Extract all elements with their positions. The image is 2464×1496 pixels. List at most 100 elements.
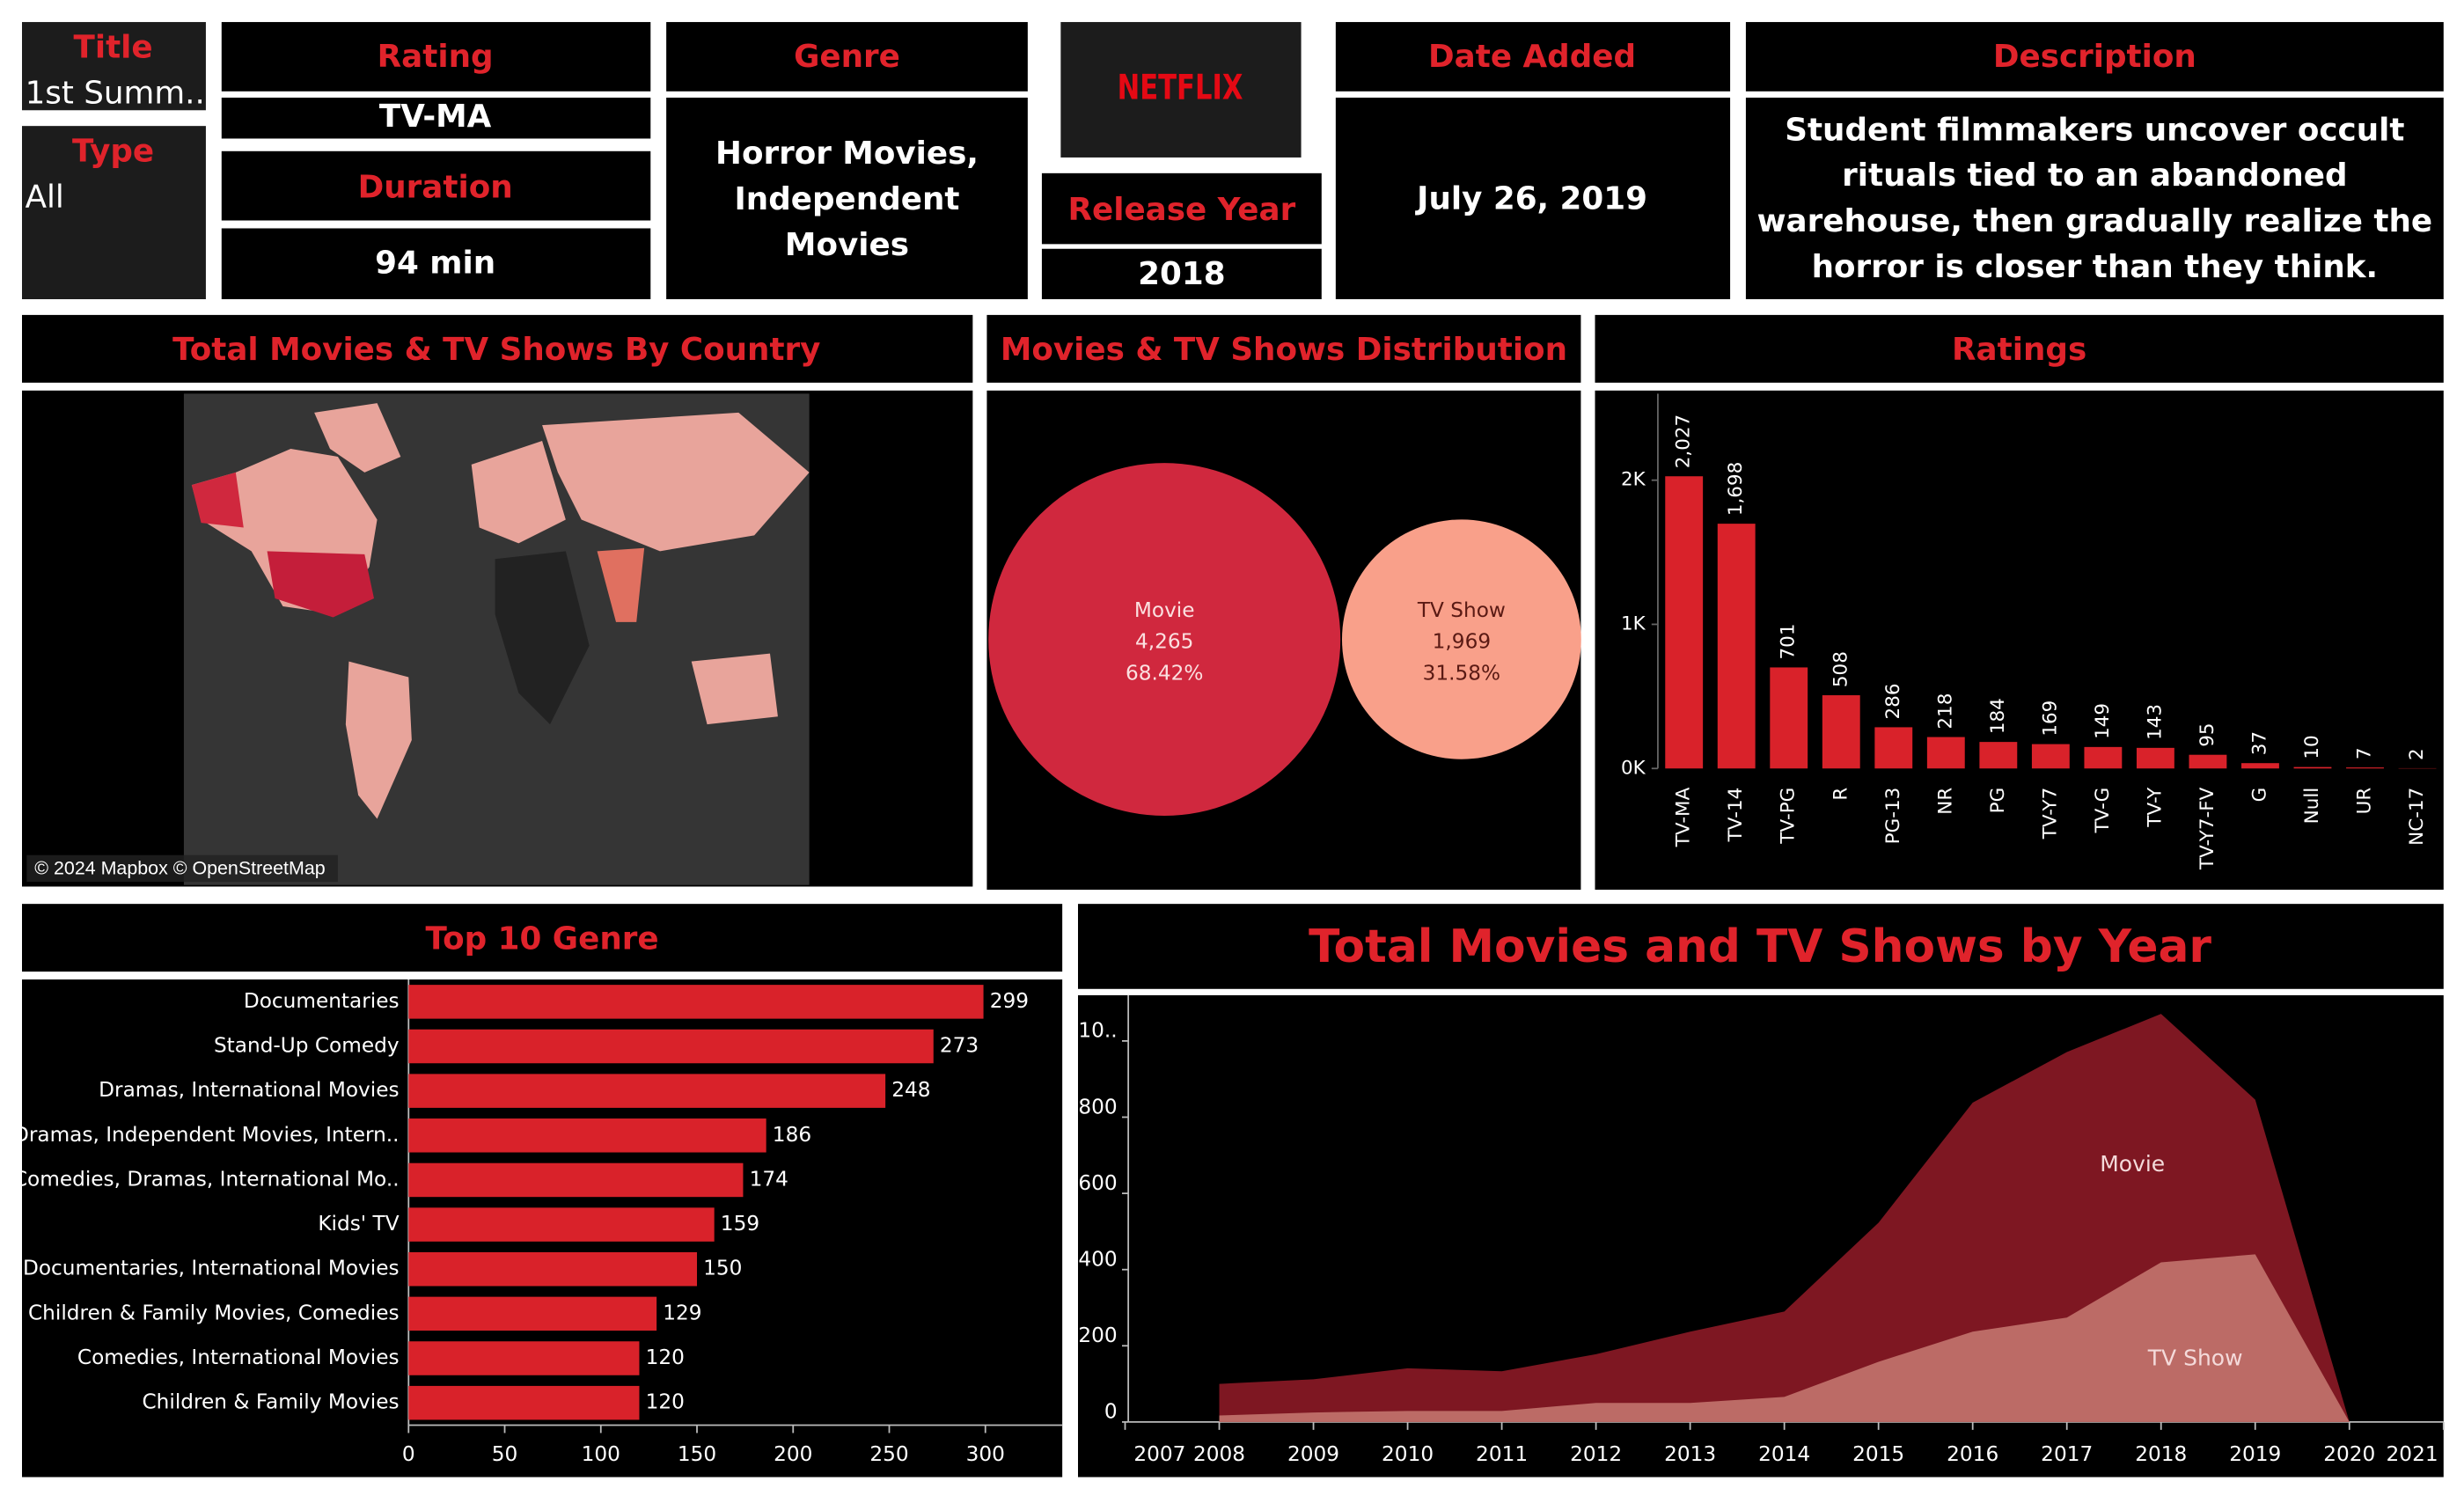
area (1219, 1254, 2350, 1422)
bar (1770, 667, 1808, 769)
x-tick-label: Null (2301, 788, 2323, 825)
filter-label: Type (72, 134, 154, 170)
value-label: 95 (2196, 722, 2218, 746)
y-tick-label: 800 (1078, 1095, 1117, 1118)
x-tick-label: 150 (678, 1442, 716, 1466)
bar (408, 1296, 657, 1331)
bubble-value: 1,969 (1433, 630, 1491, 654)
x-tick-label: 2014 (1758, 1442, 1810, 1466)
x-tick-label: 100 (582, 1442, 620, 1466)
y-tick-label: Documentaries, International Movies (23, 1257, 400, 1280)
panel (221, 97, 651, 139)
panel (221, 150, 651, 221)
value-label: 120 (646, 1390, 685, 1414)
panel (1745, 97, 2444, 300)
panel-label: Genre (794, 39, 900, 75)
value-label: 1,698 (1725, 462, 1747, 516)
x-tick-label: 2013 (1664, 1442, 1716, 1466)
bubble (1342, 519, 1581, 759)
x-tick-label: 2011 (1476, 1442, 1528, 1466)
x-tick-label: R (1830, 788, 1852, 801)
value-label: 186 (773, 1123, 811, 1147)
panel (1335, 97, 1731, 300)
y-tick-label: 0 (1104, 1400, 1118, 1424)
value-label: 286 (1882, 684, 1904, 720)
country-shape (267, 551, 374, 618)
bar (408, 1251, 698, 1287)
x-tick-label: TV-G (2092, 788, 2114, 834)
value-label: 149 (2092, 703, 2114, 739)
x-tick-label: UR (2354, 788, 2376, 815)
panel-label: Description (1993, 39, 2196, 75)
value-label: 120 (646, 1346, 685, 1369)
x-tick-label: 300 (966, 1442, 1005, 1466)
y-tick-label: Children & Family Movies (142, 1390, 399, 1414)
y-tick-label: 2K (1621, 469, 1646, 491)
value-label: 218 (1934, 693, 1956, 730)
bubble (988, 463, 1341, 816)
bubble-label: TV Show (1417, 598, 1506, 622)
panel-value: TV-MA (379, 99, 492, 135)
panel (666, 97, 1028, 300)
bar (408, 1029, 934, 1064)
bar (408, 1118, 766, 1153)
filter-value: 1st Summ.. (26, 75, 205, 111)
x-tick-label: 2008 (1193, 1442, 1245, 1466)
x-tick-label: G (2248, 788, 2270, 803)
panel (1595, 314, 2444, 383)
value-label: 508 (1830, 651, 1852, 687)
value-label: 143 (2144, 704, 2166, 740)
x-tick-label: 2019 (2229, 1442, 2281, 1466)
bar (408, 1207, 715, 1242)
filter-value: All (26, 179, 64, 215)
x-tick-label: 2010 (1382, 1442, 1434, 1466)
x-tick-label: NR (1934, 788, 1956, 815)
panel-value: 94 min (375, 246, 495, 282)
bar (408, 1385, 640, 1420)
section-title: Movies & TV Shows Distribution (1001, 332, 1567, 368)
bubble-percent: 31.58% (1423, 661, 1500, 685)
value-label: 2,027 (1673, 414, 1695, 468)
y-tick-label: Comedies, Dramas, International Mo.. (13, 1167, 400, 1191)
panel-label: Rating (378, 39, 494, 75)
y-tick-label: Children & Family Movies, Comedies (28, 1301, 400, 1324)
x-tick-label: PG-13 (1882, 788, 1904, 845)
value-label: 159 (721, 1212, 759, 1236)
x-tick-label: TV-PG (1778, 788, 1800, 845)
map[interactable] (183, 393, 810, 885)
attribution-bg (26, 854, 338, 883)
bar (2241, 763, 2279, 769)
panel (221, 228, 651, 299)
panel-value: 2018 (1138, 256, 1225, 292)
section-title: Top 10 Genre (426, 920, 659, 957)
country-shape (191, 472, 244, 528)
title-filter[interactable] (22, 22, 206, 111)
bubble-label: Movie (1134, 598, 1195, 622)
x-tick-label: 2017 (2041, 1442, 2093, 1466)
value-label: 129 (663, 1301, 701, 1324)
country-shape (471, 441, 566, 544)
panel (1745, 22, 2444, 92)
panel-label: Duration (358, 170, 513, 206)
bar (1665, 476, 1704, 769)
x-tick-label: TV-Y (2144, 787, 2166, 828)
country-shape (542, 412, 810, 552)
value-label: 248 (891, 1078, 930, 1102)
panel-value: July 26, 2019 (1415, 180, 1647, 216)
x-tick-label: 2020 (2323, 1442, 2375, 1466)
panel-value: Horror Movies, Independent Movies (715, 133, 979, 262)
x-tick-label: NC-17 (2406, 788, 2428, 846)
y-tick-label: 0K (1621, 757, 1646, 779)
value-label: 701 (1778, 624, 1800, 660)
logo-box (1060, 22, 1302, 158)
country-shape (345, 661, 412, 819)
x-tick-label: 50 (492, 1442, 518, 1466)
type-filter[interactable] (22, 126, 206, 299)
value-label: 37 (2248, 731, 2270, 755)
y-tick-label: 1K (1621, 612, 1646, 634)
series-label: TV Show (2147, 1345, 2243, 1370)
x-tick-label: TV-14 (1725, 788, 1747, 843)
panel (1041, 172, 1322, 245)
x-tick-label: 2007 (1133, 1442, 1185, 1466)
value-label: 184 (1987, 698, 2009, 734)
